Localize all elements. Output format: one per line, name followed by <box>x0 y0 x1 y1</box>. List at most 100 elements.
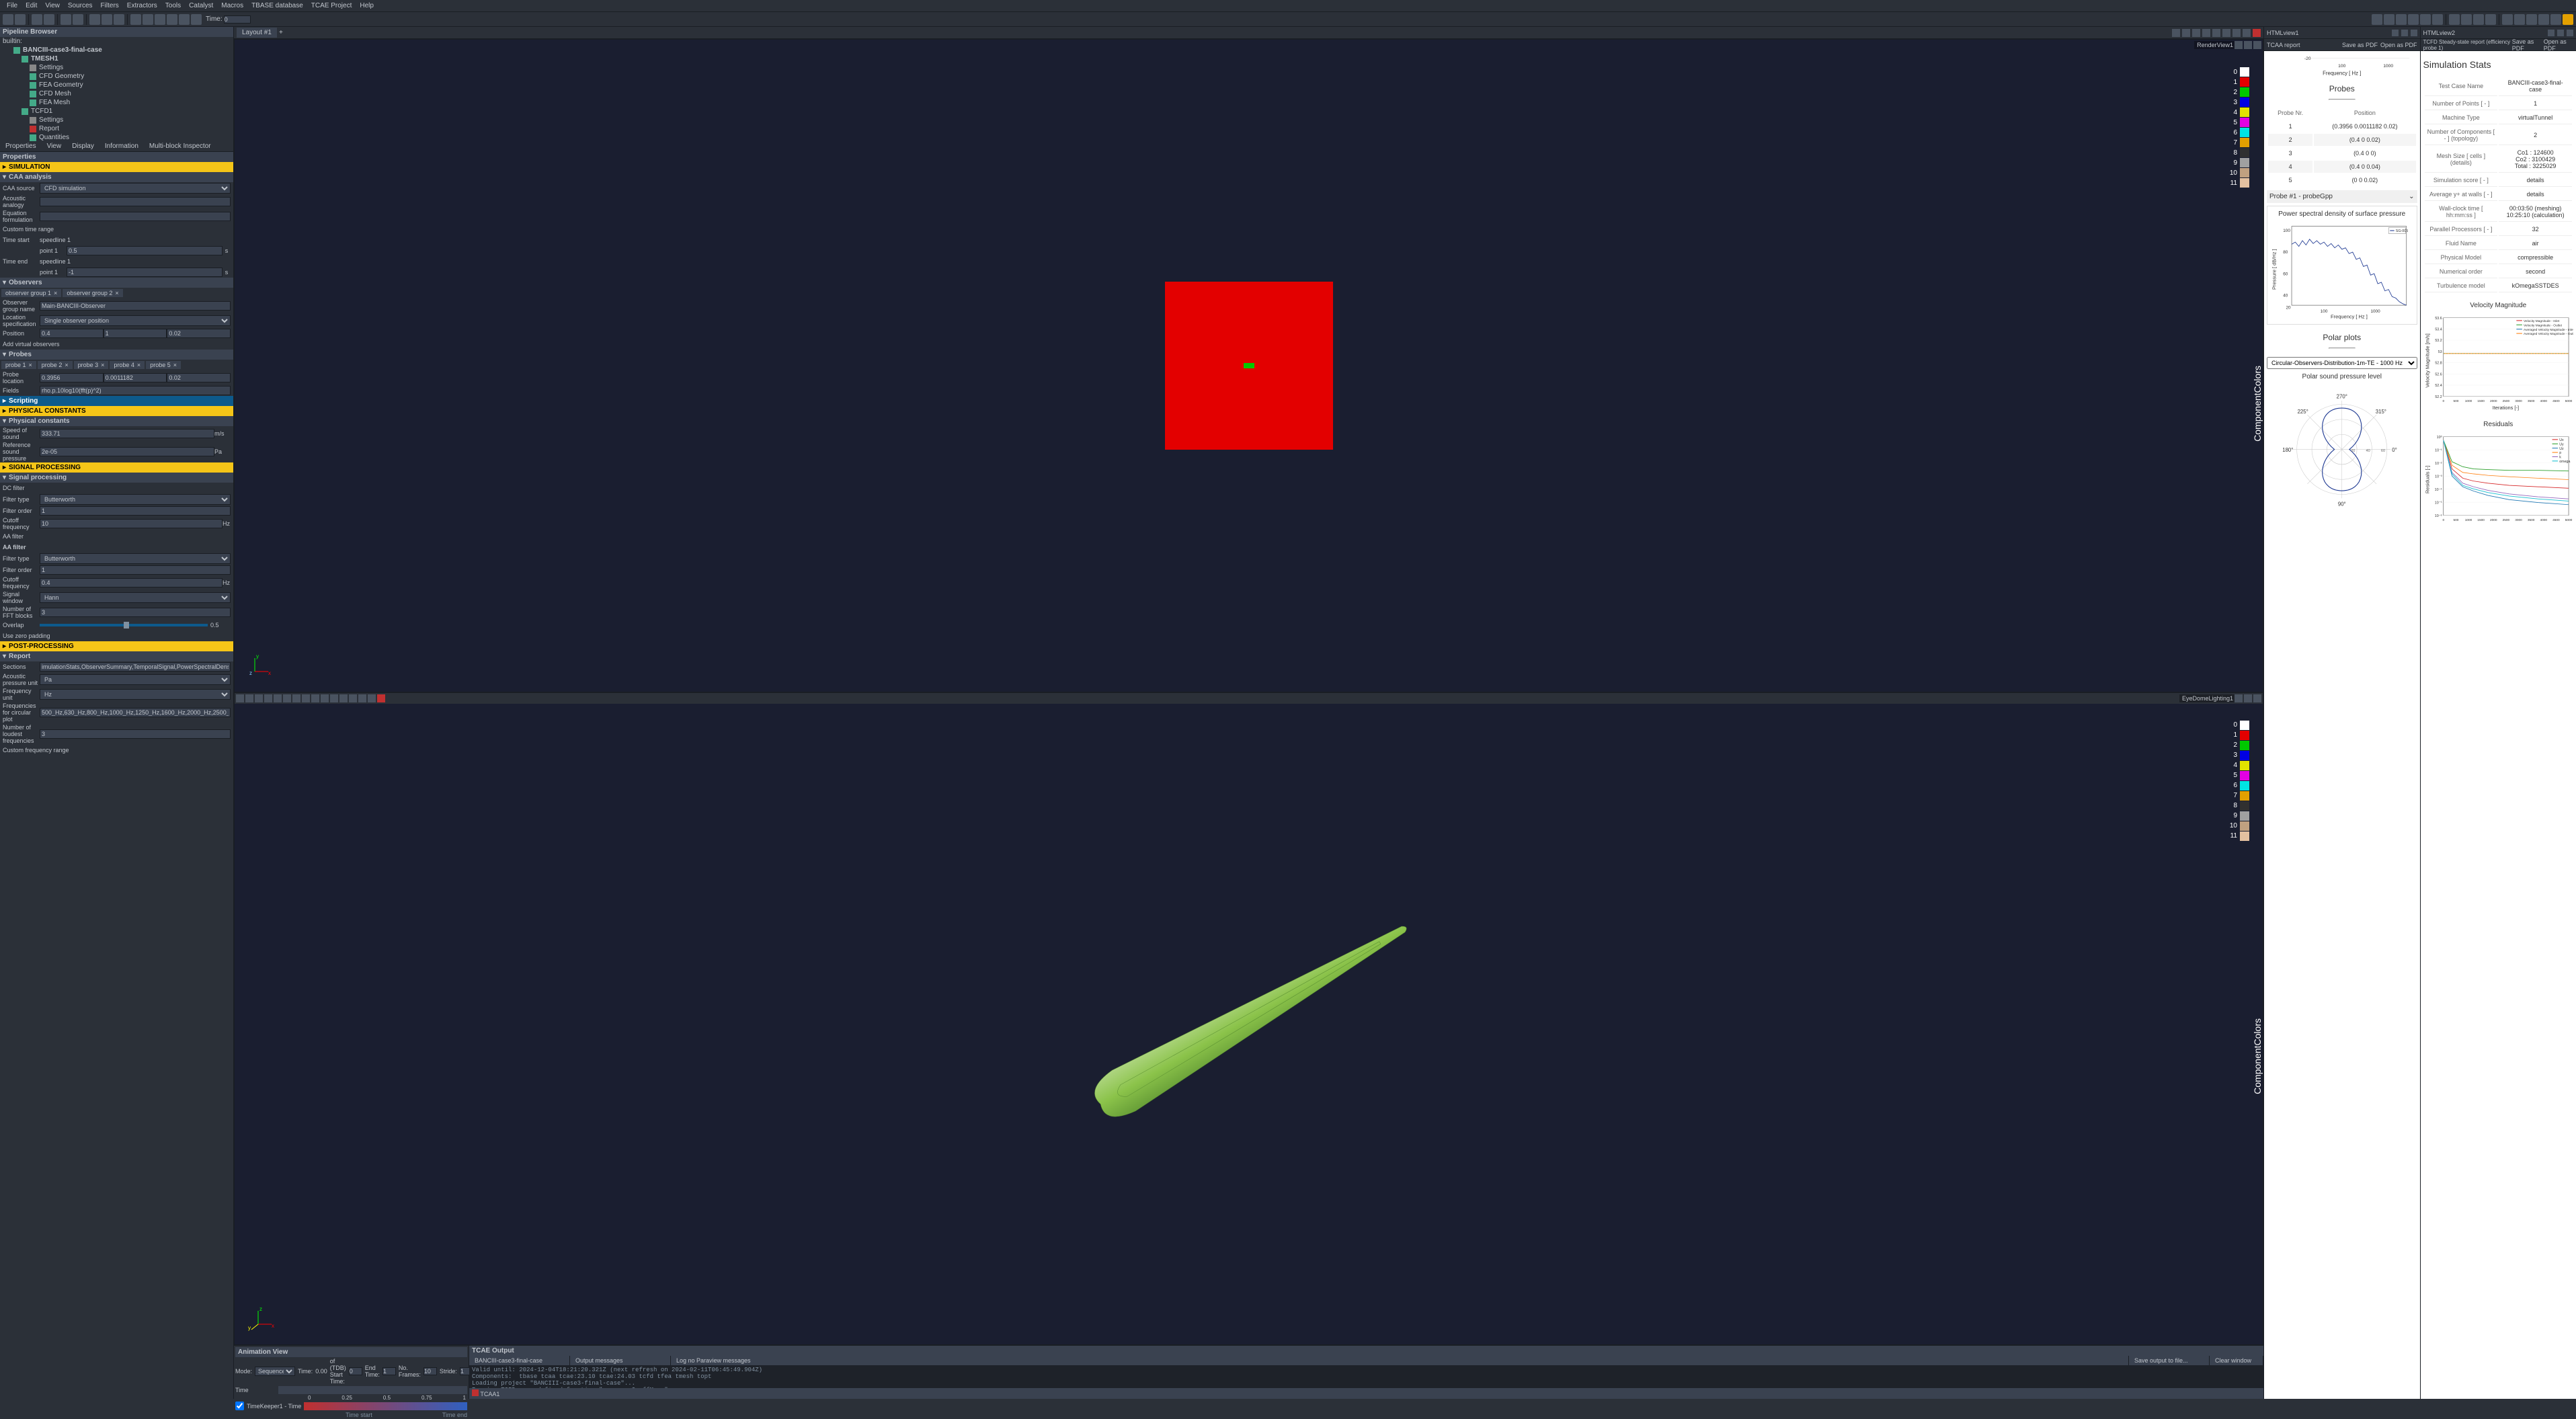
anim-mode-select[interactable]: Sequence <box>255 1367 295 1376</box>
tree-item[interactable]: FEA Geometry <box>0 81 233 89</box>
probe-1-tab[interactable]: probe 1× <box>1 361 36 369</box>
layout-tab[interactable]: Layout #1 <box>237 28 277 38</box>
tab-display[interactable]: Display <box>67 141 99 151</box>
probe-2-tab[interactable]: probe 2× <box>38 361 73 369</box>
close-icon[interactable]: × <box>65 362 68 368</box>
log-paraview-label[interactable]: Log no Paraview messages <box>671 1356 2129 1365</box>
vp-icon[interactable] <box>2253 694 2261 702</box>
tree-item[interactable]: TMESH1 <box>0 54 233 63</box>
toolbar-play-first-icon[interactable] <box>130 14 141 25</box>
section-scripting[interactable]: ▸Scripting <box>0 396 233 406</box>
toolbar-edit-icon[interactable] <box>2563 14 2573 25</box>
menu-tbase[interactable]: TBASE database <box>247 2 307 9</box>
section-physical-constants[interactable]: ▸PHYSICAL CONSTANTS <box>0 406 233 416</box>
close-red-icon[interactable] <box>377 694 385 702</box>
menu-help[interactable]: Help <box>356 2 378 9</box>
pos-z-input[interactable] <box>167 329 231 338</box>
toolbar-undo-icon[interactable] <box>61 14 71 25</box>
caa-source-select[interactable]: CFD simulation <box>40 183 231 194</box>
vp-toolbar-icon[interactable] <box>302 694 310 702</box>
save-output-button[interactable]: Save output to file... <box>2129 1356 2210 1365</box>
toolbar-icon[interactable] <box>2502 14 2513 25</box>
vp-icon[interactable] <box>2253 41 2261 49</box>
vp-icon[interactable] <box>2244 41 2252 49</box>
tab-view[interactable]: View <box>42 141 67 151</box>
time-input[interactable] <box>224 15 251 24</box>
menu-macros[interactable]: Macros <box>217 2 247 9</box>
close-icon[interactable]: × <box>115 290 118 296</box>
probe-1-expand[interactable]: Probe #1 - probeGpp⌄ <box>2267 190 2417 203</box>
vp-toolbar-icon[interactable] <box>274 694 282 702</box>
tab-properties[interactable]: Properties <box>0 141 42 151</box>
section-physical-constants-2[interactable]: ▾Physical constants <box>0 416 233 426</box>
observer-group-2-tab[interactable]: observer group 2× <box>63 289 122 297</box>
fft-blocks-input[interactable] <box>40 608 231 617</box>
report-sections-input[interactable] <box>40 662 231 672</box>
vp-toolbar-icon[interactable] <box>339 694 348 702</box>
polar-select[interactable]: Circular-Observers-Distribution-1m-TE - … <box>2267 357 2417 369</box>
vp-toolbar-icon[interactable] <box>358 694 366 702</box>
filter-order-input[interactable] <box>40 506 231 516</box>
clear-window-button[interactable]: Clear window <box>2210 1356 2263 1365</box>
vp-toolbar-icon[interactable] <box>349 694 357 702</box>
section-post-processing[interactable]: ▸POST-PROCESSING <box>0 641 233 651</box>
end-time-input[interactable] <box>383 1367 396 1375</box>
tree-root[interactable]: builtin: <box>0 37 233 46</box>
loudest-input[interactable] <box>40 729 231 739</box>
vp-toolbar-icon[interactable] <box>264 694 272 702</box>
tree-item[interactable]: Quantities <box>0 133 233 141</box>
timekeeper-checkbox[interactable] <box>235 1402 244 1410</box>
acoustic-analogy-input[interactable] <box>40 197 231 206</box>
frequency-unit-select[interactable]: Hz <box>40 689 231 700</box>
toolbar-redo-icon[interactable] <box>73 14 83 25</box>
timeline[interactable] <box>278 1386 467 1394</box>
section-simulation[interactable]: ▸SIMULATION <box>0 162 233 172</box>
tree-item[interactable]: Settings <box>0 116 233 124</box>
vp-icon[interactable] <box>2235 41 2243 49</box>
tree-item[interactable]: CFD Geometry <box>0 72 233 81</box>
filter-type-select[interactable]: Butterworth <box>40 494 231 505</box>
probe-3-tab[interactable]: probe 3× <box>74 361 109 369</box>
point1-end-input[interactable] <box>67 268 223 277</box>
aa-filter-type-select[interactable]: Butterworth <box>40 553 231 564</box>
save-pdf-button[interactable]: Save as PDF <box>2512 38 2541 52</box>
toolbar-icon[interactable] <box>2449 14 2460 25</box>
toolbar-icon[interactable] <box>2550 14 2561 25</box>
vp-icon[interactable] <box>2392 30 2399 36</box>
frames-input[interactable] <box>424 1367 437 1375</box>
vp-toolbar-icon[interactable] <box>255 694 263 702</box>
toolbar-icon[interactable] <box>2461 14 2472 25</box>
menu-sources[interactable]: Sources <box>64 2 97 9</box>
probe-y-input[interactable] <box>104 373 167 382</box>
probe-x-input[interactable] <box>40 373 104 382</box>
toolbar-icon[interactable] <box>2485 14 2496 25</box>
toolbar-connect-icon[interactable] <box>32 14 42 25</box>
toolbar-icon[interactable] <box>2514 14 2525 25</box>
tree-item[interactable]: FEA Mesh <box>0 98 233 107</box>
toolbar-play-prev-icon[interactable] <box>143 14 153 25</box>
save-pdf-button[interactable]: Save as PDF <box>2342 42 2378 48</box>
close-icon[interactable]: × <box>29 362 32 368</box>
tdb-start-input[interactable] <box>349 1367 362 1375</box>
menu-tcae[interactable]: TCAE Project <box>307 2 356 9</box>
vp-toolbar-icon[interactable] <box>245 694 253 702</box>
toolbar-icon[interactable] <box>89 14 100 25</box>
vp-toolbar-icon[interactable] <box>321 694 329 702</box>
tab-multiblock[interactable]: Multi-block Inspector <box>144 141 216 151</box>
add-layout-icon[interactable]: + <box>279 29 283 36</box>
vp-icon[interactable] <box>2567 30 2573 36</box>
pos-x-input[interactable] <box>40 329 104 338</box>
tcfd-report-label[interactable]: TCFD Steady-state report (efficiency pro… <box>2423 39 2512 51</box>
menu-view[interactable]: View <box>41 2 64 9</box>
section-signal-processing[interactable]: ▸SIGNAL PROCESSING <box>0 462 233 473</box>
tree-item[interactable]: TCFD1 <box>0 107 233 116</box>
close-icon[interactable]: × <box>54 290 57 296</box>
tree-item[interactable]: Report <box>0 124 233 133</box>
layout-icon[interactable] <box>2232 29 2241 37</box>
vp-toolbar-icon[interactable] <box>368 694 376 702</box>
close-icon[interactable]: × <box>101 362 104 368</box>
layout-icon[interactable] <box>2182 29 2190 37</box>
vp-icon[interactable] <box>2401 30 2408 36</box>
toolbar-icon[interactable] <box>2396 14 2407 25</box>
aa-cutoff-input[interactable] <box>40 578 223 587</box>
